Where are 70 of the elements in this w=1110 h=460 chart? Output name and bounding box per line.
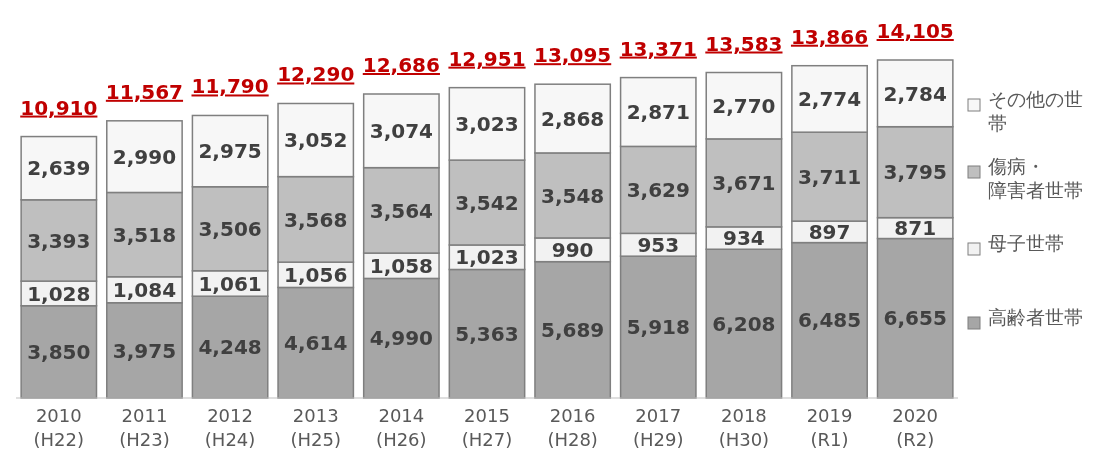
total-label: 13,095 [534, 43, 612, 68]
data-label: 3,542 [455, 190, 519, 215]
data-label: 6,208 [712, 311, 776, 336]
legend-label: 母子世帯 [988, 232, 1064, 254]
legend-label: その他の世帯 [988, 88, 1083, 134]
total-label: 13,866 [790, 24, 869, 49]
total-label: 12,686 [362, 53, 440, 77]
data-label: 6,485 [797, 308, 862, 333]
total-label: 12,290 [277, 62, 355, 87]
x-tick-label: 2011 (H23) [119, 405, 170, 450]
data-label: 871 [894, 216, 937, 241]
x-tick-label: 2019 (R1) [806, 405, 853, 450]
data-label: 3,629 [626, 178, 690, 203]
data-label: 3,052 [284, 128, 348, 153]
x-tick-label: 2010 (H22) [33, 405, 85, 450]
total-label: 11,790 [191, 74, 269, 99]
data-label: 1,084 [112, 277, 177, 302]
data-label: 3,518 [112, 222, 177, 247]
data-label: 4,614 [284, 330, 348, 355]
data-label: 2,990 [112, 144, 177, 169]
data-label: 2,770 [712, 93, 776, 118]
data-label: 3,975 [112, 338, 177, 363]
data-label: 953 [637, 232, 680, 257]
x-tick-label: 2015 (H27) [461, 405, 513, 450]
data-label: 934 [723, 226, 765, 251]
x-tick-label: 2012 (H24) [204, 405, 256, 450]
data-label: 2,639 [27, 156, 91, 181]
total-label: 14,105 [876, 19, 954, 43]
data-label: 4,990 [369, 326, 433, 351]
data-label: 5,689 [541, 318, 605, 343]
legend-label: 傷病・障害者世帯 [987, 155, 1083, 201]
data-label: 3,564 [369, 198, 433, 223]
data-label: 3,671 [712, 171, 776, 196]
data-label: 3,711 [797, 164, 862, 189]
data-label: 2,871 [626, 100, 690, 125]
data-label: 5,363 [455, 321, 519, 346]
data-label: 1,058 [369, 253, 433, 278]
data-label: 2,975 [198, 139, 262, 164]
total-label: 13,371 [619, 36, 697, 61]
data-label: 1,056 [284, 262, 348, 287]
legend-label: 高齢者世帯 [988, 306, 1083, 328]
data-label: 3,506 [198, 216, 262, 241]
data-label: 990 [551, 238, 594, 263]
data-label: 1,061 [198, 271, 262, 296]
data-label: 2,774 [797, 87, 862, 112]
total-label: 13,583 [705, 31, 783, 56]
total-label: 11,567 [105, 79, 184, 104]
x-tick-label: 2016 (H28) [547, 405, 598, 450]
data-label: 2,868 [541, 106, 605, 131]
data-label: 4,248 [198, 335, 262, 360]
x-tick-label: 2014 (H26) [376, 405, 427, 450]
data-label: 897 [808, 220, 851, 245]
total-label: 12,951 [448, 46, 526, 71]
data-label: 3,850 [27, 340, 91, 365]
x-tick-label: 2018 (H30) [718, 405, 770, 450]
x-tick-label: 2020 (R2) [892, 405, 939, 450]
data-label: 3,023 [455, 112, 519, 137]
x-tick-label: 2013 (H25) [290, 405, 341, 450]
data-label: 6,655 [883, 306, 947, 331]
data-label: 3,393 [27, 228, 91, 253]
data-label: 5,918 [626, 315, 690, 340]
total-label: 10,910 [20, 95, 98, 120]
data-label: 3,074 [369, 119, 433, 144]
data-label: 2,784 [883, 81, 947, 106]
data-label: 3,548 [541, 183, 605, 208]
x-tick-label: 2017 (H29) [633, 405, 684, 450]
data-label: 1,028 [27, 281, 91, 306]
data-label: 3,568 [284, 207, 348, 232]
data-label: 1,023 [455, 245, 519, 270]
data-label: 3,795 [883, 160, 947, 185]
